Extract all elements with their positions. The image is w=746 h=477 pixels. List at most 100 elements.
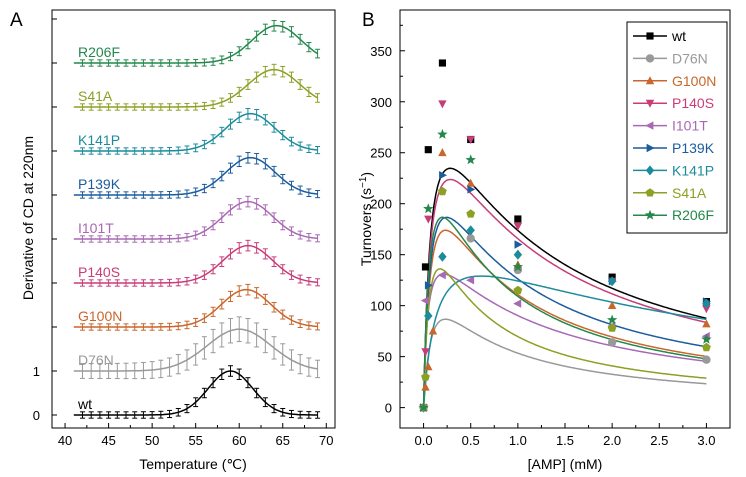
a-errorbar-S41A xyxy=(210,100,216,109)
a-errorbar-R206F xyxy=(114,59,120,67)
a-errorbar-G100N xyxy=(167,322,173,331)
a-errorbar-K141P xyxy=(201,139,207,150)
a-errorbar-S41A xyxy=(132,103,138,111)
b-xtick-label: 0.5 xyxy=(462,433,480,448)
a-errorbar-R206F xyxy=(306,41,312,53)
a-errorbar-P140S xyxy=(184,277,190,286)
a-errorbar-P139K xyxy=(228,162,234,174)
a-errorbar-I101T xyxy=(306,233,312,242)
a-errorbar-G100N xyxy=(288,315,294,325)
point-R206F xyxy=(465,154,476,165)
a-errorbar-wt xyxy=(123,411,129,419)
a-errorbar-S41A xyxy=(219,97,225,107)
a-errorbar-S41A xyxy=(175,103,181,111)
a-errorbar-I101T xyxy=(149,235,155,243)
a-errorbar-K141P xyxy=(193,143,199,153)
a-errorbar-R206F xyxy=(106,59,112,67)
a-errorbar-P139K xyxy=(167,190,173,199)
a-errorbar-D76N xyxy=(254,322,260,348)
a-errorbar-K141P xyxy=(158,147,164,155)
fit-K141P xyxy=(422,275,707,408)
a-errorbar-P140S xyxy=(106,279,112,287)
point-S41A xyxy=(466,209,476,218)
a-errorbar-G100N xyxy=(254,287,260,299)
a-errorbar-D76N xyxy=(306,357,312,377)
a-errorbar-P140S xyxy=(262,248,268,260)
a-errorbar-wt xyxy=(88,411,94,419)
b-ytick-label: 200 xyxy=(370,197,392,212)
a-errorbar-P139K xyxy=(184,189,190,198)
point-I101T xyxy=(466,276,475,285)
a-errorbar-S41A xyxy=(236,86,242,97)
a-errorbar-wt xyxy=(158,410,164,419)
a-errorbar-G100N xyxy=(97,323,103,331)
a-errorbar-R206F xyxy=(210,57,216,66)
a-errorbar-P140S xyxy=(193,274,199,284)
a-errorbar-G100N xyxy=(245,283,251,296)
a-errorbar-G100N xyxy=(306,321,312,330)
a-errorbar-D76N xyxy=(315,359,321,379)
point-P140S xyxy=(421,348,430,357)
a-errorbar-K141P xyxy=(114,147,120,155)
point-D76N xyxy=(466,234,475,243)
point-P139K xyxy=(514,240,523,249)
a-errorbar-G100N xyxy=(297,319,303,329)
a-errorbar-P140S xyxy=(297,274,303,284)
panel-a-curves xyxy=(73,20,321,419)
a-errorbar-R206F xyxy=(297,33,303,45)
a-errorbar-R206F xyxy=(149,59,155,67)
a-errorbar-G100N xyxy=(88,323,94,331)
b-xtick-label: 2.0 xyxy=(603,433,621,448)
a-errorbar-D76N xyxy=(236,316,242,343)
a-errorbar-wt xyxy=(297,410,303,419)
a-errorbar-D76N xyxy=(167,357,173,377)
point-G100N xyxy=(607,301,617,309)
point-D76N xyxy=(702,355,711,364)
a-errorbar-G100N xyxy=(236,285,242,297)
a-errorbar-D76N xyxy=(280,343,286,366)
a-errorbar-D76N xyxy=(114,362,120,380)
a-errorbar-S41A xyxy=(149,103,155,111)
a-errorbar-D76N xyxy=(228,317,234,344)
a-errorbar-wt xyxy=(132,411,138,419)
a-errorbar-K141P xyxy=(175,146,181,155)
a-errorbar-P140S xyxy=(132,279,138,287)
a-errorbar-K141P xyxy=(219,126,225,138)
fit-S41A xyxy=(422,268,707,408)
point-S41A xyxy=(438,186,447,196)
point-R206F xyxy=(701,333,712,344)
a-errorbar-P139K xyxy=(88,191,94,199)
a-errorbar-P139K xyxy=(297,185,303,195)
panel-a-ylabel: Derivative of CD at 220nm xyxy=(20,136,36,300)
a-errorbar-S41A xyxy=(280,65,286,78)
a-label-R206F: R206F xyxy=(78,44,120,60)
a-errorbar-I101T xyxy=(262,204,268,216)
a-errorbar-K141P xyxy=(149,147,155,155)
a-errorbar-K141P xyxy=(88,147,94,155)
point-P139K xyxy=(439,171,447,180)
a-errorbar-D76N xyxy=(245,317,251,344)
a-xtick-label: 70 xyxy=(319,433,333,448)
panel-b-data-points xyxy=(418,59,712,413)
a-errorbar-I101T xyxy=(271,212,277,224)
a-errorbar-P140S xyxy=(228,248,234,260)
a-errorbar-I101T xyxy=(106,235,112,243)
a-errorbar-K141P xyxy=(262,114,268,126)
a-errorbar-D76N xyxy=(88,363,94,379)
a-errorbar-D76N xyxy=(79,363,85,379)
a-errorbar-P140S xyxy=(245,239,251,252)
a-errorbar-D76N xyxy=(106,362,112,380)
legend-box xyxy=(626,21,728,234)
a-errorbar-R206F xyxy=(193,58,199,67)
a-xtick-label: 45 xyxy=(101,433,115,448)
a-errorbar-wt xyxy=(201,387,207,399)
legend-label-I101T: I101T xyxy=(672,118,708,134)
b-xtick-label: 1.0 xyxy=(509,433,527,448)
a-errorbar-I101T xyxy=(158,235,164,243)
a-errorbar-R206F xyxy=(280,20,286,33)
a-xtick-label: 40 xyxy=(58,433,72,448)
point-S41A xyxy=(421,372,430,381)
a-errorbar-K141P xyxy=(245,108,251,120)
a-errorbar-R206F xyxy=(140,59,146,67)
